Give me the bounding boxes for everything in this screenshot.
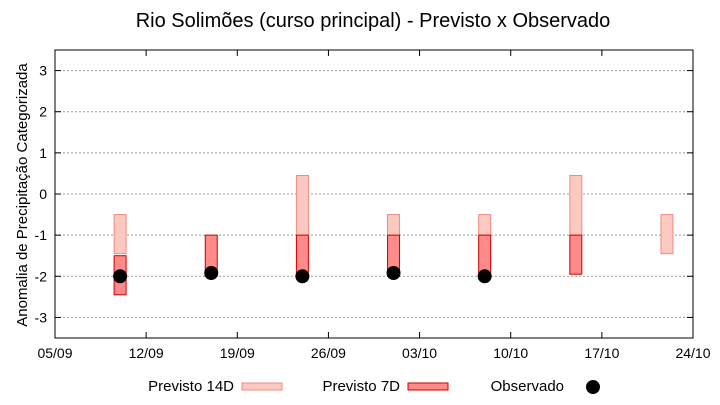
legend-label-previsto-7d: Previsto 7D — [322, 378, 400, 395]
x-tick-label: 12/09 — [129, 345, 164, 361]
y-tick-label: 3 — [39, 63, 47, 79]
y-axis-ticks: 3 2 1 0 -1 -2 -3 — [35, 63, 693, 325]
bar-previsto-14d — [295, 174, 309, 236]
y-tick-label: 2 — [39, 104, 47, 120]
legend: Previsto 14D Previsto 7D Observado — [148, 378, 600, 395]
point-observado — [204, 265, 219, 280]
x-tick-label: 26/09 — [311, 345, 346, 361]
legend-label-observado: Observado — [491, 378, 564, 395]
point-observado — [113, 269, 128, 284]
point-observado — [295, 269, 310, 284]
y-tick-label: 1 — [39, 145, 47, 161]
x-tick-label: 24/10 — [675, 345, 710, 361]
x-tick-label: 10/10 — [493, 345, 528, 361]
chart-title: Rio Solimões (curso principal) - Previst… — [136, 10, 611, 32]
x-tick-label: 05/09 — [37, 345, 72, 361]
point-observado — [386, 265, 401, 280]
x-tick-label: 03/10 — [402, 345, 437, 361]
bar-previsto-14d — [478, 214, 492, 236]
x-tick-label: 17/10 — [584, 345, 619, 361]
x-tick-label: 19/09 — [220, 345, 255, 361]
legend-marker-observado — [586, 380, 600, 394]
series-previsto-14d — [113, 174, 674, 255]
x-axis-ticks: 05/09 12/09 19/09 26/09 03/10 10/10 17/10 24/10 — [37, 50, 711, 361]
y-axis-title: Anomalia de Precipitação Categorizada — [14, 63, 31, 327]
y-tick-label: -3 — [35, 309, 48, 325]
legend-swatch-previsto-14d — [241, 382, 283, 391]
y-tick-label: -1 — [35, 227, 48, 243]
y-tick-label: -2 — [35, 268, 48, 284]
bar-previsto-14d — [387, 214, 401, 236]
series-previsto-7d — [113, 234, 583, 296]
legend-swatch-previsto-7d — [407, 382, 449, 391]
bar-previsto-14d — [660, 214, 674, 255]
series-observado — [113, 265, 492, 284]
bar-previsto-14d — [113, 214, 127, 255]
plot-frame — [54, 49, 694, 339]
bar-previsto-7d — [569, 234, 583, 275]
bar-previsto-14d — [569, 174, 583, 236]
y-tick-label: 0 — [39, 186, 47, 202]
point-observado — [477, 269, 492, 284]
legend-label-previsto-14d: Previsto 14D — [148, 378, 234, 395]
grid-lines — [55, 70, 693, 318]
